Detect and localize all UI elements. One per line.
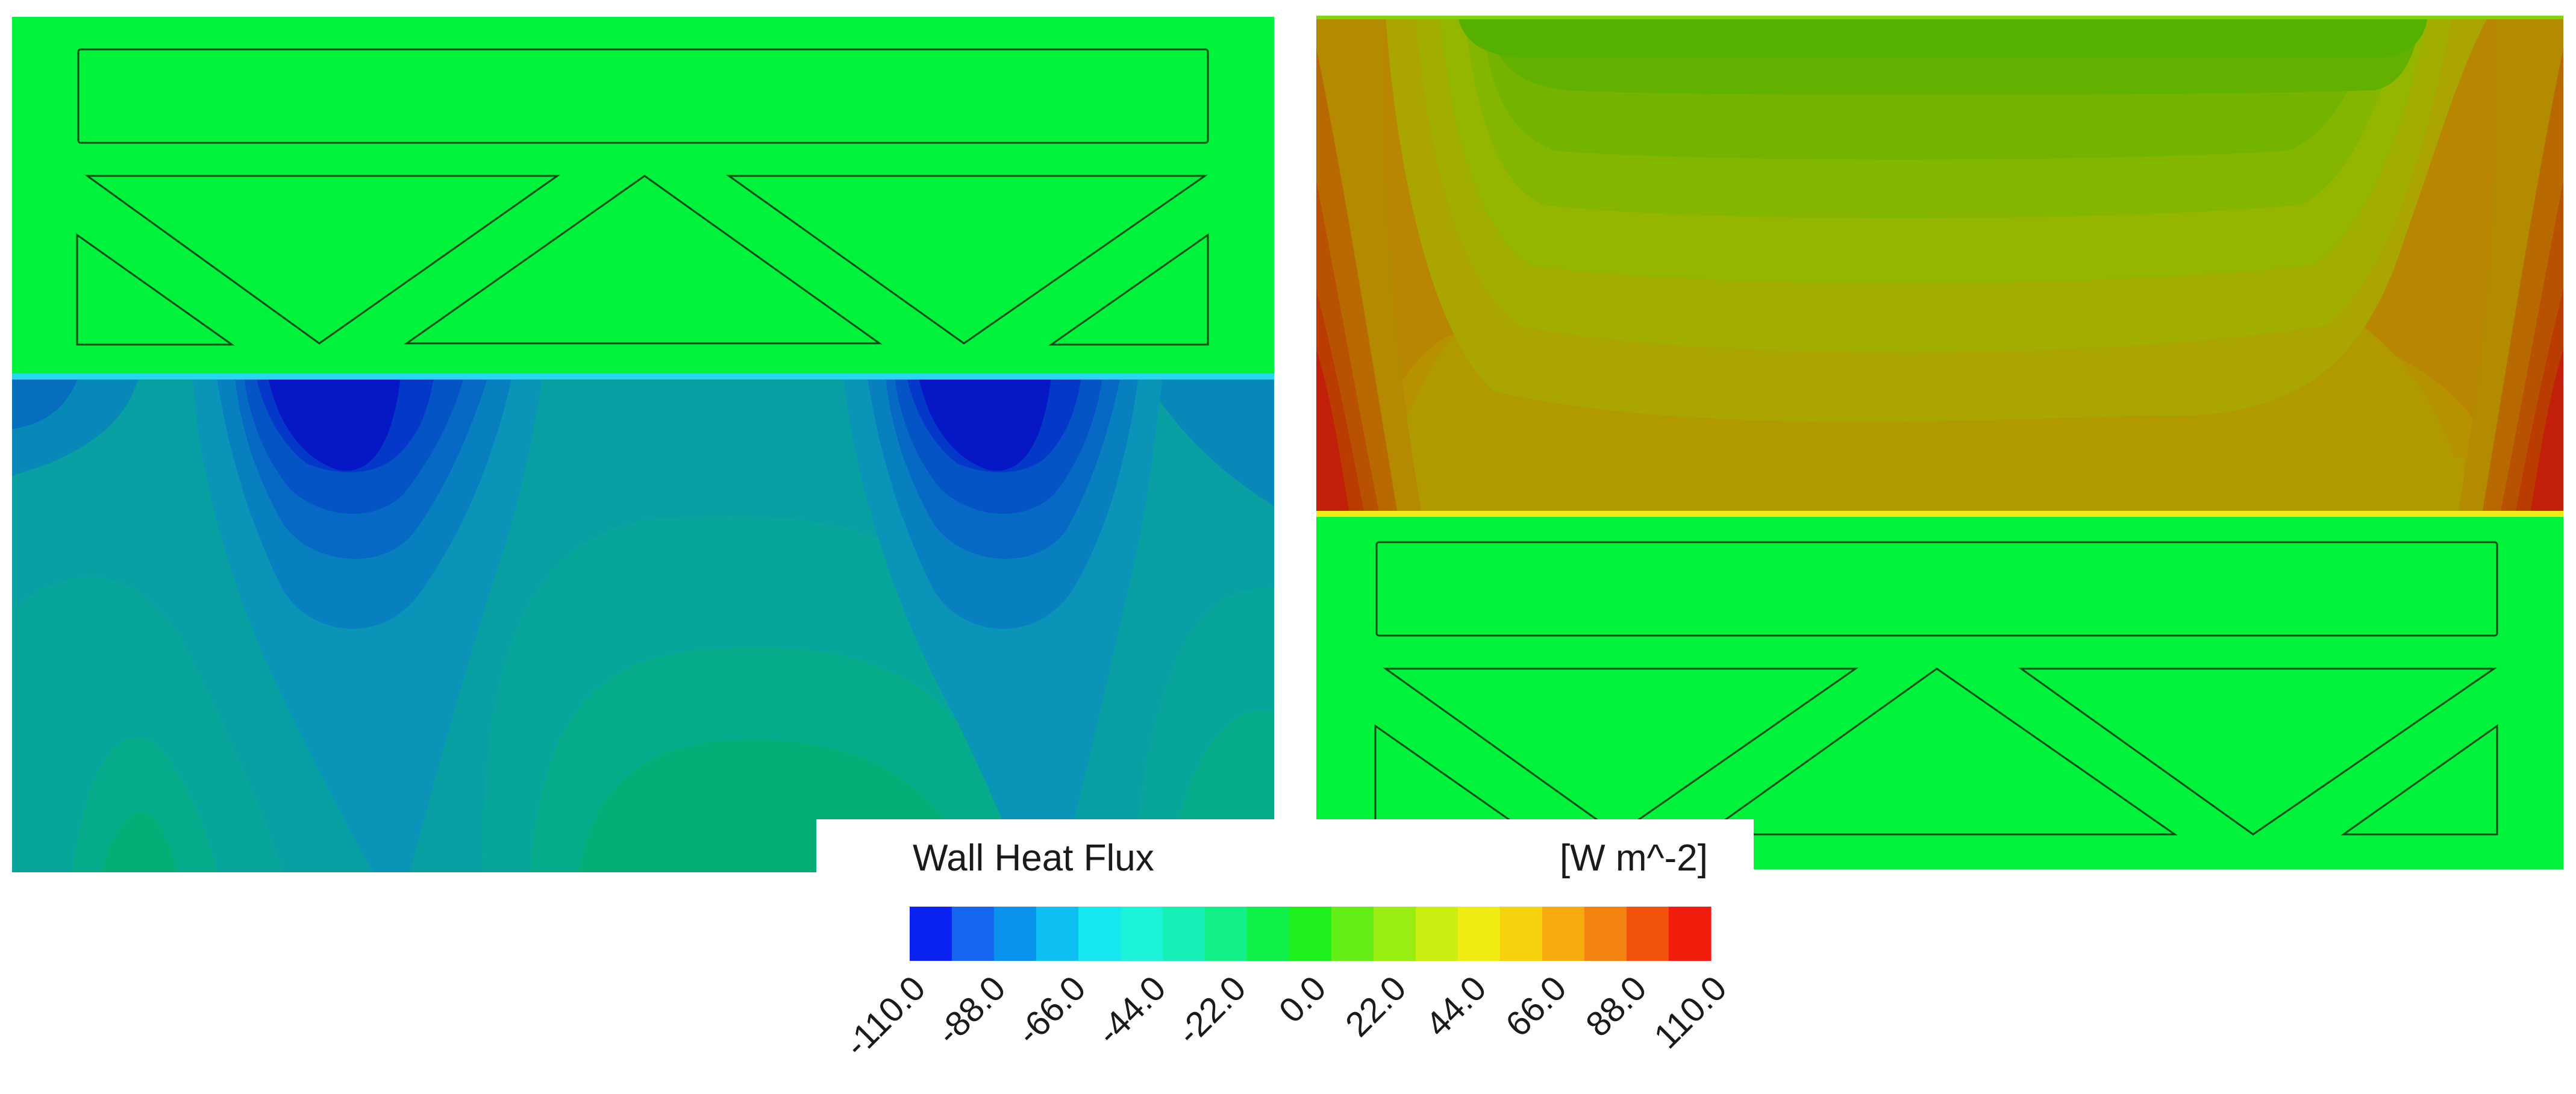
legend-color-bar xyxy=(910,907,1712,961)
color-legend: Wall Heat Flux [W m^-2] -110.0-88.0-66.0… xyxy=(816,819,1754,1072)
legend-color-swatch xyxy=(1458,907,1501,961)
legend-color-swatch xyxy=(1289,907,1332,961)
legend-color-swatch xyxy=(1416,907,1458,961)
legend-color-swatch xyxy=(952,907,995,961)
legend-color-swatch xyxy=(910,907,952,961)
legend-color-swatch xyxy=(1669,907,1712,961)
left-top-solid-region xyxy=(12,17,1274,377)
legend-color-swatch xyxy=(1374,907,1416,961)
legend-color-swatch xyxy=(1163,907,1205,961)
legend-color-swatch xyxy=(1078,907,1121,961)
legend-color-swatch xyxy=(1500,907,1543,961)
legend-color-swatch xyxy=(1627,907,1669,961)
legend-color-swatch xyxy=(994,907,1037,961)
left-contour-panel xyxy=(12,17,1274,872)
legend-title: Wall Heat Flux xyxy=(913,837,1154,879)
right-contour-panel xyxy=(1316,16,2563,869)
legend-color-swatch xyxy=(1584,907,1627,961)
right-bottom-solid-region xyxy=(1316,517,2563,869)
legend-color-swatch xyxy=(1247,907,1290,961)
legend-unit: [W m^-2] xyxy=(1560,837,1708,879)
legend-color-swatch xyxy=(1036,907,1079,961)
left-bottom-contour-region xyxy=(12,374,1274,872)
right-top-contour-region xyxy=(1316,16,2563,517)
legend-color-swatch xyxy=(1121,907,1163,961)
legend-color-swatch xyxy=(1205,907,1248,961)
legend-color-swatch xyxy=(1331,907,1374,961)
legend-color-swatch xyxy=(1542,907,1585,961)
left-truss-outline xyxy=(76,48,1209,346)
